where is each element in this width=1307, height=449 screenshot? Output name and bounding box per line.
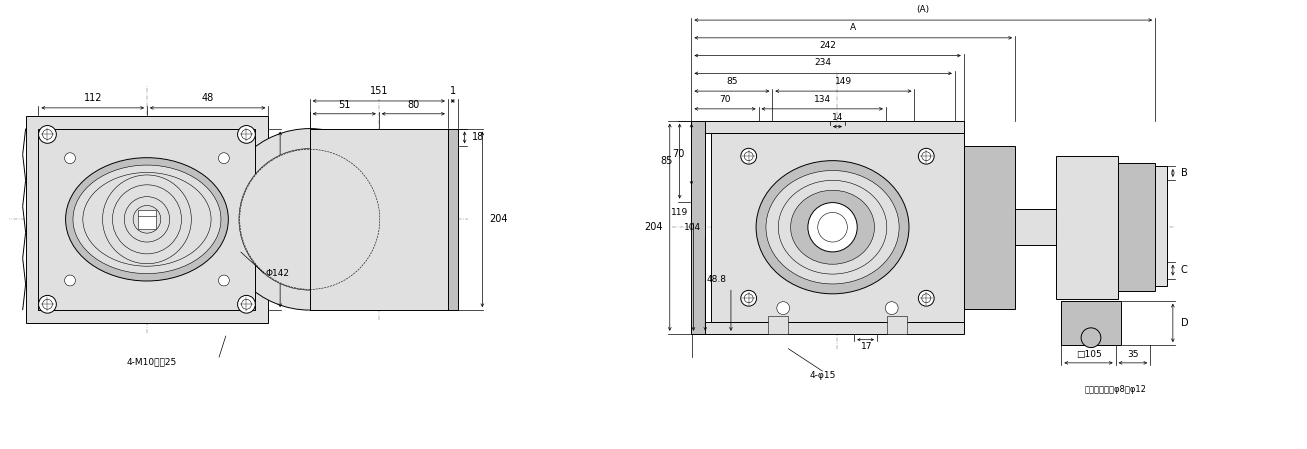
Text: 104: 104 — [685, 223, 702, 232]
Text: 35: 35 — [1127, 350, 1138, 359]
Text: (A): (A) — [916, 5, 929, 14]
Circle shape — [64, 153, 76, 163]
Circle shape — [776, 302, 789, 315]
Circle shape — [239, 149, 380, 290]
Text: D: D — [1180, 318, 1188, 328]
Circle shape — [1081, 328, 1100, 348]
Text: 4-φ15: 4-φ15 — [809, 371, 836, 380]
Circle shape — [64, 275, 76, 286]
Text: A: A — [850, 23, 856, 32]
Circle shape — [921, 152, 931, 161]
Ellipse shape — [65, 158, 229, 281]
Circle shape — [220, 128, 400, 310]
Text: 242: 242 — [819, 41, 836, 50]
Text: 51: 51 — [339, 100, 350, 110]
Circle shape — [741, 291, 757, 306]
Ellipse shape — [766, 171, 899, 284]
Circle shape — [242, 299, 251, 309]
Text: 17: 17 — [861, 342, 873, 351]
Circle shape — [921, 294, 931, 303]
Text: 204: 204 — [644, 222, 663, 232]
Bar — [1155, 166, 1167, 286]
Circle shape — [744, 152, 753, 161]
Text: 85: 85 — [660, 156, 673, 166]
Text: 48: 48 — [201, 93, 214, 103]
Circle shape — [43, 129, 52, 139]
Circle shape — [741, 148, 757, 164]
Circle shape — [744, 294, 753, 303]
Text: 151: 151 — [370, 86, 388, 96]
Text: E: E — [876, 207, 882, 217]
Bar — [963, 146, 1016, 308]
Bar — [38, 128, 255, 310]
Circle shape — [242, 129, 251, 139]
Circle shape — [238, 295, 255, 313]
Ellipse shape — [82, 172, 210, 266]
Text: 48: 48 — [288, 169, 299, 179]
Text: 48.8: 48.8 — [707, 275, 727, 285]
Bar — [1117, 163, 1155, 291]
Text: 18: 18 — [472, 132, 484, 142]
Bar — [137, 210, 157, 229]
Text: 234: 234 — [814, 58, 831, 67]
Circle shape — [885, 302, 898, 315]
Circle shape — [808, 202, 857, 252]
Ellipse shape — [73, 165, 221, 273]
Text: C: C — [1180, 265, 1188, 275]
Text: B: B — [1180, 168, 1188, 178]
Text: 85: 85 — [727, 77, 737, 86]
Text: 149: 149 — [835, 77, 852, 86]
Text: 4-M10深さ25: 4-M10深さ25 — [127, 357, 176, 366]
Bar — [691, 322, 963, 334]
Text: 1: 1 — [450, 86, 456, 96]
Bar — [769, 316, 788, 334]
Bar — [886, 316, 907, 334]
Bar — [310, 128, 448, 310]
Text: 204: 204 — [489, 214, 507, 224]
Circle shape — [818, 212, 847, 242]
Text: 119: 119 — [672, 208, 689, 217]
Text: □105: □105 — [1076, 350, 1102, 359]
Circle shape — [39, 126, 56, 143]
Text: 14: 14 — [831, 113, 843, 122]
Bar — [1056, 156, 1117, 299]
Circle shape — [43, 299, 52, 309]
Text: 134: 134 — [814, 95, 831, 104]
Text: 82: 82 — [288, 260, 299, 270]
Text: 80: 80 — [408, 100, 420, 110]
Circle shape — [39, 295, 56, 313]
Circle shape — [238, 126, 255, 143]
Bar — [1016, 210, 1056, 245]
Bar — [448, 128, 457, 310]
Ellipse shape — [778, 180, 886, 274]
Text: 112: 112 — [84, 93, 102, 103]
Text: Φ142: Φ142 — [265, 269, 289, 278]
Text: 70: 70 — [719, 95, 731, 104]
Circle shape — [218, 275, 229, 286]
Text: 70: 70 — [672, 149, 685, 159]
Ellipse shape — [755, 161, 908, 294]
Bar — [711, 132, 963, 322]
Circle shape — [919, 291, 935, 306]
Bar — [691, 121, 706, 334]
Text: 適合コード径φ8〜φ12: 適合コード径φ8〜φ12 — [1085, 385, 1146, 394]
Ellipse shape — [791, 190, 874, 264]
Circle shape — [218, 153, 229, 163]
Bar — [1061, 301, 1120, 345]
Circle shape — [919, 148, 935, 164]
Bar — [26, 116, 268, 323]
Bar — [691, 121, 963, 132]
